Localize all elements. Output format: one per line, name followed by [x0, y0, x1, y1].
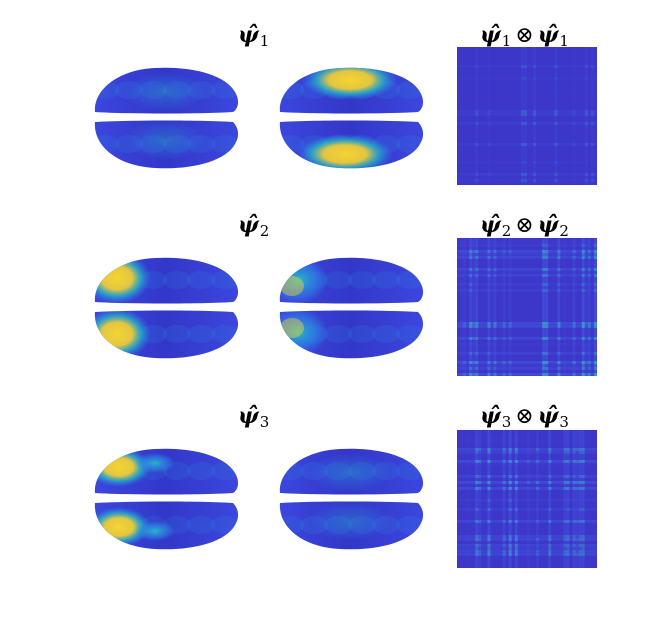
psi-index: 1: [259, 32, 270, 50]
psi-label-3: ψ̂3: [238, 405, 269, 430]
kron-label-2: ψ̂2 ⊗ ψ̂2: [480, 212, 569, 240]
otimes-symbol: ⊗: [515, 213, 534, 238]
psi-label-1: ψ̂1: [238, 24, 269, 49]
otimes-symbol: ⊗: [515, 23, 534, 48]
matrix-background: [457, 238, 597, 376]
matrix-background: [457, 430, 597, 568]
brain-left-2: [94, 257, 239, 359]
kron-matrix-3: [457, 430, 597, 568]
kron-matrix-2: [457, 238, 597, 376]
brain-left-1: [94, 67, 239, 169]
hemisphere-lower: [279, 310, 424, 359]
brain-right-3: [279, 448, 424, 550]
psi-index: 2: [259, 222, 270, 240]
brain-right-1: [279, 67, 424, 169]
brain-right-2: [279, 257, 424, 359]
psi-index: 3: [259, 413, 270, 431]
brain-left-3: [94, 448, 239, 550]
kron-label-1: ψ̂1 ⊗ ψ̂1: [480, 22, 569, 50]
psi-symbol: ψ̂: [238, 403, 259, 429]
psi-symbol: ψ̂: [238, 212, 259, 238]
matrix-background: [457, 47, 597, 185]
hemisphere-lower: [279, 501, 424, 550]
kron-matrix-1: [457, 47, 597, 185]
otimes-symbol: ⊗: [515, 404, 534, 429]
psi-label-2: ψ̂2: [238, 214, 269, 239]
psi-symbol: ψ̂: [238, 22, 259, 48]
kron-label-3: ψ̂3 ⊗ ψ̂3: [480, 403, 569, 431]
